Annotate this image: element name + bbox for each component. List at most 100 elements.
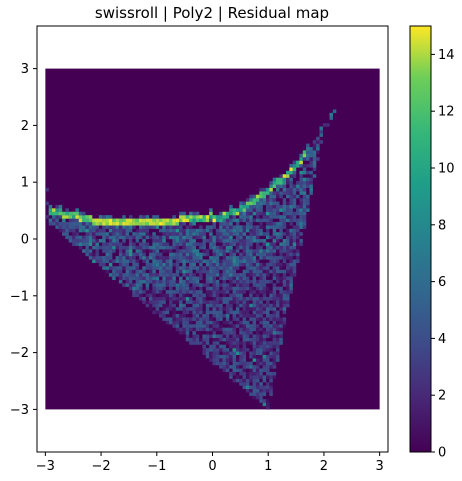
heatmap-cell <box>289 184 293 189</box>
heatmap-cell <box>145 279 150 284</box>
heatmap-cell <box>242 252 247 257</box>
heatmap-cell <box>65 228 69 233</box>
heatmap-cell <box>222 286 227 291</box>
heatmap-cell <box>239 208 243 212</box>
heatmap-cell <box>289 164 293 168</box>
heatmap-cell <box>259 245 263 250</box>
heatmap-cell <box>195 303 200 308</box>
heatmap-cell <box>252 228 257 233</box>
heatmap-cell <box>222 239 227 243</box>
heatmap-cell <box>75 239 79 243</box>
heatmap-cell <box>162 228 166 233</box>
heatmap-cell <box>165 228 170 233</box>
heatmap-cell <box>272 324 277 328</box>
heatmap-cell <box>269 388 273 393</box>
heatmap-cell <box>225 296 230 301</box>
heatmap-cell <box>165 269 170 274</box>
heatmap-cell <box>225 317 230 321</box>
heatmap-cell <box>265 385 270 390</box>
heatmap-cell <box>185 266 190 270</box>
heatmap-cell <box>269 235 273 240</box>
heatmap-cell <box>108 221 113 226</box>
heatmap-cell <box>95 225 99 229</box>
heatmap-cell <box>265 344 270 349</box>
heatmap-cell <box>115 259 120 264</box>
heatmap-cell <box>225 351 230 356</box>
heatmap-cell <box>165 256 170 260</box>
heatmap-cell <box>286 245 290 250</box>
heatmap-cell <box>112 235 116 240</box>
heatmap-cell <box>306 170 310 175</box>
heatmap-cell <box>165 225 170 229</box>
heatmap-cell <box>78 225 83 229</box>
heatmap-cell <box>155 262 160 267</box>
heatmap-cell <box>68 225 73 229</box>
heatmap-cell <box>222 283 227 287</box>
heatmap-cell <box>326 123 330 127</box>
heatmap-cell <box>222 218 227 223</box>
heatmap-cell <box>219 307 223 311</box>
heatmap-cell <box>292 232 297 236</box>
heatmap-cell <box>272 351 277 356</box>
heatmap-cell <box>85 245 89 250</box>
heatmap-cell <box>242 344 247 349</box>
heatmap-cell <box>128 279 133 284</box>
heatmap-cell <box>215 348 220 352</box>
heatmap-cell <box>65 215 69 219</box>
heatmap-cell <box>282 269 287 274</box>
heatmap-cell <box>272 310 277 315</box>
heatmap-cell <box>242 310 247 315</box>
heatmap-cell <box>232 344 237 349</box>
heatmap-cell <box>232 368 237 373</box>
heatmap-cell <box>182 256 186 260</box>
heatmap-cell <box>232 296 237 301</box>
heatmap-cell <box>155 279 160 284</box>
heatmap-cell <box>235 221 240 226</box>
heatmap-cell <box>209 225 213 229</box>
heatmap-cell <box>159 269 163 274</box>
heatmap-cell <box>252 310 257 315</box>
heatmap-cell <box>309 150 313 154</box>
heatmap-cell <box>289 290 293 294</box>
heatmap-cell <box>249 252 253 257</box>
heatmap-cell <box>98 262 103 267</box>
heatmap-cell <box>212 221 216 226</box>
heatmap-cell <box>72 218 76 223</box>
heatmap-cell <box>192 252 196 257</box>
heatmap-cell <box>148 269 153 274</box>
heatmap-cell <box>222 307 227 311</box>
heatmap-cell <box>252 371 257 376</box>
heatmap-cell <box>292 269 297 274</box>
heatmap-cell <box>242 249 247 253</box>
heatmap-cell <box>135 232 140 236</box>
heatmap-cell <box>78 218 83 223</box>
heatmap-cell <box>249 341 253 345</box>
heatmap-cell <box>252 395 257 400</box>
heatmap-cell <box>309 170 313 175</box>
heatmap-cell <box>205 303 210 308</box>
heatmap-cell <box>205 290 210 294</box>
heatmap-cell <box>175 262 180 267</box>
heatmap-cell <box>215 235 220 240</box>
heatmap-cell <box>299 187 303 192</box>
heatmap-cell <box>225 286 230 291</box>
heatmap-cell <box>269 249 273 253</box>
heatmap-cell <box>189 252 193 257</box>
heatmap-cell <box>98 215 103 219</box>
heatmap-cell <box>192 317 196 321</box>
heatmap-cell <box>272 337 277 342</box>
heatmap-cell <box>265 320 270 325</box>
heatmap-cell <box>212 307 216 311</box>
heatmap-cell <box>209 324 213 328</box>
heatmap-cell <box>235 293 240 298</box>
heatmap-cell <box>112 276 116 281</box>
heatmap-cell <box>272 201 277 206</box>
heatmap-cell <box>279 194 283 199</box>
heatmap-cell <box>259 239 263 243</box>
heatmap-cell <box>175 221 180 226</box>
heatmap-cell <box>235 235 240 240</box>
heatmap-cell <box>72 225 76 229</box>
heatmap-cell <box>265 235 270 240</box>
heatmap-cell <box>182 269 186 274</box>
heatmap-cell <box>276 184 280 189</box>
